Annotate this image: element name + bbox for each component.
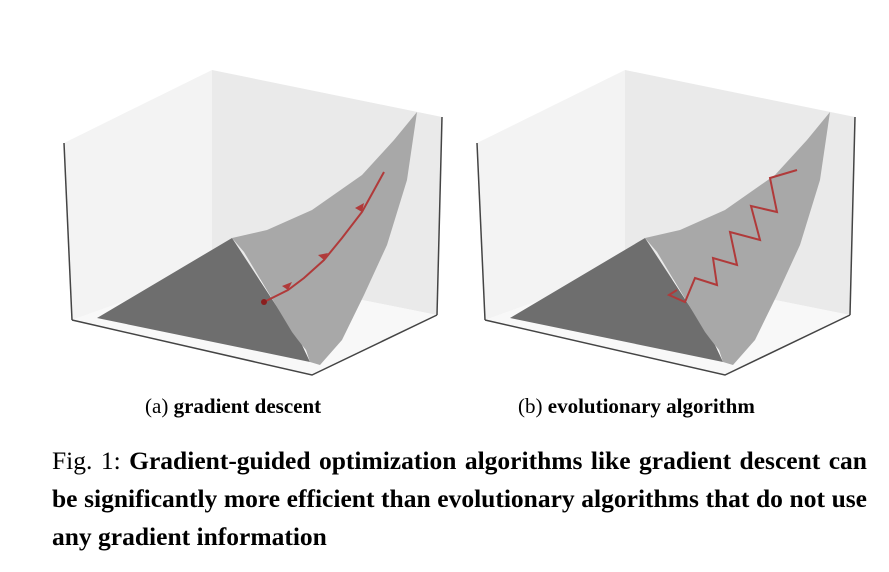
plot-3d-evolutionary-algorithm: [476, 70, 856, 376]
axis-edge-bottom: [484, 314, 851, 376]
caption-text: Gradient-guided optimization algorithms …: [52, 446, 867, 551]
figure-caption: Fig. 1: Gradient-guided optimization alg…: [52, 442, 867, 556]
surface-slope: [232, 112, 417, 365]
surface-slope: [645, 112, 830, 365]
subcaption-b: (b) evolutionary algorithm: [518, 394, 755, 419]
surface-flat: [97, 238, 310, 362]
subcaption-b-title: evolutionary algorithm: [547, 394, 755, 418]
axis-edge-left: [63, 142, 73, 321]
panel-evolutionary-algorithm: [455, 40, 865, 390]
axis-edge-right: [436, 116, 443, 316]
axis-edge-right: [849, 116, 856, 316]
subcaption-a-title: gradient descent: [173, 394, 322, 418]
surface-flat: [510, 238, 723, 362]
back-left-pane: [477, 70, 625, 320]
path-end-marker: [261, 299, 267, 305]
plot-3d-gradient-descent: [63, 70, 443, 376]
subcaption-a: (a) gradient descent: [145, 394, 321, 419]
path-arrow-3: [282, 282, 292, 290]
axis-edge-left: [476, 142, 486, 321]
path-arrow-2: [318, 253, 328, 260]
panel-gradient-descent: [42, 40, 452, 390]
back-left-pane: [64, 70, 212, 320]
caption-prefix: Fig. 1:: [52, 446, 121, 475]
subcaption-a-label: (a): [145, 394, 169, 418]
optimization-path: [666, 169, 798, 304]
path-arrow-1: [355, 203, 364, 212]
axis-edge-bottom: [71, 314, 438, 376]
subcaption-b-label: (b): [518, 394, 543, 418]
